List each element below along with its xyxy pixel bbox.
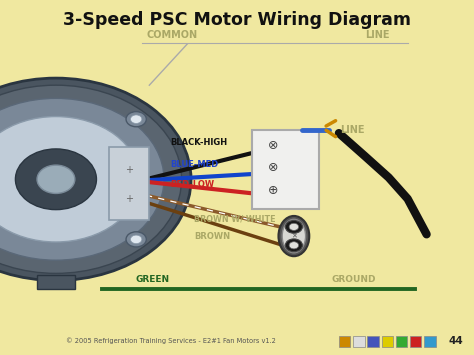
- Circle shape: [15, 149, 96, 209]
- Circle shape: [126, 232, 146, 247]
- Text: +: +: [125, 194, 133, 204]
- Text: ⊗: ⊗: [267, 138, 278, 152]
- Text: BLUE-MED: BLUE-MED: [171, 160, 219, 169]
- FancyBboxPatch shape: [396, 336, 407, 347]
- FancyBboxPatch shape: [382, 336, 393, 347]
- Ellipse shape: [279, 216, 309, 256]
- Circle shape: [37, 165, 75, 193]
- Circle shape: [289, 242, 299, 249]
- FancyBboxPatch shape: [424, 336, 436, 347]
- Circle shape: [0, 85, 182, 273]
- Text: GREEN: GREEN: [135, 275, 169, 284]
- Circle shape: [289, 223, 299, 230]
- Text: BROWN W/ WHITE: BROWN W/ WHITE: [194, 215, 276, 224]
- FancyBboxPatch shape: [339, 336, 350, 347]
- Text: LINE: LINE: [340, 125, 365, 135]
- Text: ⊕: ⊕: [267, 184, 278, 197]
- Text: ⊗: ⊗: [267, 162, 278, 175]
- Ellipse shape: [282, 219, 306, 253]
- Circle shape: [130, 115, 142, 124]
- Text: 44: 44: [448, 336, 464, 346]
- Text: © 2005 Refrigeration Training Services - E2#1 Fan Motors v1.2: © 2005 Refrigeration Training Services -…: [66, 338, 275, 344]
- Circle shape: [0, 116, 140, 242]
- FancyBboxPatch shape: [37, 275, 75, 289]
- FancyBboxPatch shape: [410, 336, 421, 347]
- Text: BLACK-HIGH: BLACK-HIGH: [171, 138, 228, 147]
- FancyBboxPatch shape: [252, 130, 319, 209]
- FancyBboxPatch shape: [109, 147, 149, 220]
- Text: LINE: LINE: [365, 30, 390, 40]
- Text: 3-Speed PSC Motor Wiring Diagram: 3-Speed PSC Motor Wiring Diagram: [63, 11, 411, 28]
- Text: ✕: ✕: [291, 233, 297, 239]
- FancyBboxPatch shape: [367, 336, 379, 347]
- Text: GROUND: GROUND: [332, 275, 376, 284]
- Text: BROWN: BROWN: [194, 233, 230, 241]
- Circle shape: [130, 235, 142, 244]
- Text: +: +: [125, 165, 133, 175]
- Text: COMMON: COMMON: [147, 30, 198, 40]
- Circle shape: [0, 98, 164, 260]
- FancyBboxPatch shape: [353, 336, 365, 347]
- Circle shape: [126, 111, 146, 127]
- Circle shape: [285, 220, 302, 233]
- Circle shape: [285, 239, 302, 252]
- Text: RED-LOW: RED-LOW: [171, 180, 215, 189]
- Circle shape: [0, 78, 191, 280]
